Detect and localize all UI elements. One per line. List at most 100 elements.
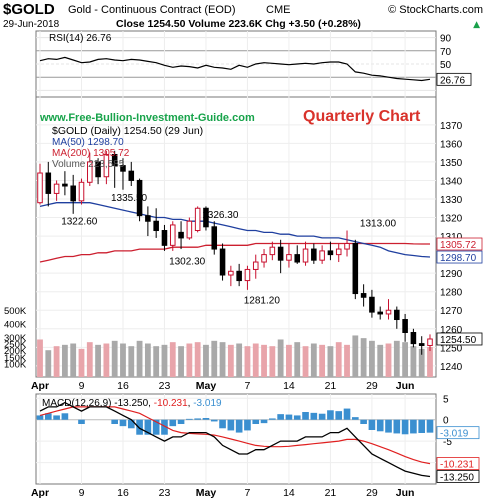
x-tick-label: 7 (245, 380, 251, 392)
volume-legend: Volume 223,585 (52, 159, 125, 170)
candle-body (319, 250, 325, 261)
ma50-value-label: 1298.70 (440, 253, 477, 264)
x-tick-label: May (196, 487, 217, 499)
macd-legend-hist: -3.019 (193, 398, 222, 409)
macd-histogram-bar (61, 413, 69, 420)
price-legend: $GOLD (Daily) 1254.50 (29 Jun) (52, 125, 203, 137)
volume-bar (53, 346, 60, 377)
macd-histogram-bar (202, 418, 210, 420)
candle-body (186, 220, 193, 239)
macd-histogram-bar (410, 419, 417, 434)
price-tick-label: 1240 (440, 362, 463, 373)
rsi-line (39, 56, 431, 82)
macd-tick-label: 5 (443, 394, 449, 405)
macd-histogram-bar (335, 411, 343, 420)
macd-histogram-bar (318, 413, 326, 420)
volume-bar (186, 343, 193, 377)
volume-bar (211, 340, 218, 377)
candle-body (103, 153, 110, 178)
macd-histogram-bar (127, 419, 135, 429)
candle-body (327, 250, 334, 256)
grid-layer (36, 31, 436, 484)
volume-tick-label: 150K (4, 353, 27, 364)
macd-histogram-bar (401, 419, 409, 435)
rsi-layer (39, 56, 431, 82)
volume-bar (352, 335, 359, 377)
macd-histogram-bar (293, 415, 301, 420)
price-tick-label: 1340 (440, 176, 463, 187)
candle-body (153, 220, 159, 232)
stockcharts-credit: © StockCharts.com (388, 4, 483, 16)
macd-histogram-bar (302, 412, 309, 420)
macd-histogram-bar (152, 419, 160, 435)
volume-bar (45, 350, 52, 377)
symbol-title: $GOLD (3, 1, 55, 18)
candle-body (244, 268, 251, 282)
macd-panel (35, 393, 437, 485)
macd-legend-signal: -10.231 (154, 398, 188, 409)
x-tick-label: 14 (283, 380, 295, 392)
rsi-legend: RSI(14) 26.76 (49, 33, 112, 44)
volume-bar (78, 348, 85, 377)
macd-histogram-bar (269, 418, 276, 420)
annotation-layer: 1335.50 1322.60 1326.30 1302.30 1313.00 1281.… (61, 193, 396, 307)
macd-histogram-bar (36, 415, 44, 420)
x-tick-label: 23 (159, 380, 171, 392)
ma50-line (39, 202, 431, 258)
price-tick-label: 1250 (440, 343, 463, 354)
volume-bar (37, 339, 43, 377)
volume-bar (203, 344, 209, 377)
x-tick-label: 16 (117, 380, 129, 392)
macd-histogram-bar (194, 418, 201, 420)
macd-histogram-bar (352, 417, 359, 420)
candle-body (369, 296, 375, 313)
candle-body (203, 207, 209, 228)
candle-body (410, 331, 417, 345)
volume-bar (61, 344, 68, 377)
candle-body (228, 270, 234, 276)
macd-value-box (436, 470, 480, 483)
macd-histogram-bar (244, 419, 251, 431)
axis-layer: 9070503026.76137013601350134013301320131… (4, 34, 483, 499)
volume-bar (385, 343, 392, 377)
x-tick-label: 21 (325, 487, 337, 499)
stats-arrow-icon: ▲ (473, 20, 480, 30)
stats-text: Close 1254.50 Volume 223.6K Chg +3.50 (+… (116, 18, 361, 30)
candle-body (294, 254, 301, 263)
macd-histogram-bar (111, 419, 118, 424)
price-annotation: 1335.50 (111, 193, 148, 204)
x-tick-label: 9 (79, 380, 85, 392)
price-annotation: 1281.20 (244, 295, 281, 306)
volume-bar (410, 346, 417, 377)
volume-bar (252, 343, 259, 377)
price-annotation: 1322.60 (61, 217, 98, 228)
x-tick-label: 21 (325, 380, 337, 392)
candle-body (360, 293, 367, 298)
candle-body (335, 248, 342, 256)
candle-body (427, 338, 433, 346)
description-text: Gold - Continuous Contract (EOD) (68, 4, 236, 16)
candle-body (219, 248, 226, 276)
macd-legend-main: MACD(12,26,9) -13.250 (42, 398, 149, 409)
volume-bar (344, 344, 350, 377)
price-annotation: 1313.00 (360, 219, 397, 230)
x-tick-label: 23 (159, 487, 171, 499)
volume-bar (120, 343, 126, 377)
candle-body (145, 215, 151, 222)
candle-body (261, 254, 267, 263)
volume-bar (427, 347, 433, 377)
price-annotation: 1302.30 (169, 256, 206, 267)
candle-body (37, 172, 43, 204)
volume-bar (153, 346, 160, 377)
volume-bar (377, 344, 384, 377)
candle-body (385, 309, 392, 315)
candle-body (377, 311, 383, 315)
price-tick-label: 1350 (440, 158, 463, 169)
macd-histogram-bar (210, 419, 218, 422)
x-tick-label: 29 (366, 487, 378, 499)
volume-bar (269, 346, 276, 377)
candle-body (311, 248, 317, 261)
macd-tick-label: 0 (443, 416, 449, 427)
price-annotation: 1326.30 (202, 210, 239, 221)
macd-histogram-bar (227, 419, 235, 431)
